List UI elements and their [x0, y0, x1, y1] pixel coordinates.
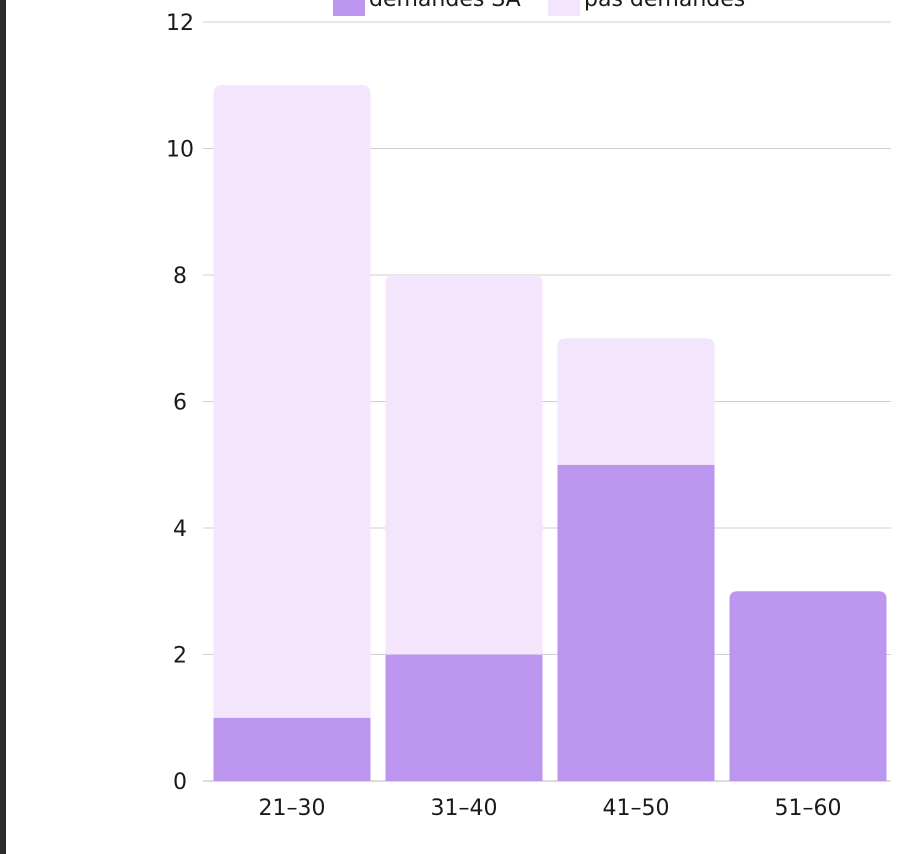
legend: demandes SA pas demandes	[333, 0, 745, 16]
bar-41–50-pas-demandes	[557, 338, 715, 465]
bar-41–50-demandes-sa	[557, 464, 715, 781]
window-left-border	[0, 0, 6, 854]
y-tick-label-6: 6	[173, 391, 187, 416]
legend-swatch-pas-demandes	[548, 0, 580, 16]
bar-31–40-demandes-sa	[385, 654, 543, 781]
legend-label-pas-demandes: pas demandes	[584, 0, 745, 12]
x-axis-tick-labels: 21–30 31–40 41–50 51–60	[259, 796, 842, 821]
x-tick-label-31–40: 31–40	[431, 796, 498, 821]
y-tick-label-2: 2	[173, 644, 187, 669]
y-tick-label-0: 0	[173, 770, 187, 795]
legend-label-demandes-sa: demandes SA	[369, 0, 521, 12]
legend-swatch-demandes-sa	[333, 0, 365, 16]
x-tick-label-51–60: 51–60	[775, 796, 842, 821]
x-tick-label-21–30: 21–30	[259, 796, 326, 821]
y-tick-label-8: 8	[173, 264, 187, 289]
y-axis-tick-labels: 0 2 4 6 8 10 12	[166, 11, 194, 795]
bar-21–30-demandes-sa	[213, 717, 371, 781]
bar-21–30-pas-demandes	[213, 85, 371, 718]
y-tick-label-10: 10	[166, 138, 194, 163]
bars	[213, 85, 887, 781]
bar-51–60-demandes-sa	[729, 591, 887, 781]
x-tick-label-41–50: 41–50	[603, 796, 670, 821]
y-tick-label-12: 12	[166, 11, 194, 36]
y-tick-label-4: 4	[173, 517, 187, 542]
bar-31–40-pas-demandes	[385, 275, 543, 655]
